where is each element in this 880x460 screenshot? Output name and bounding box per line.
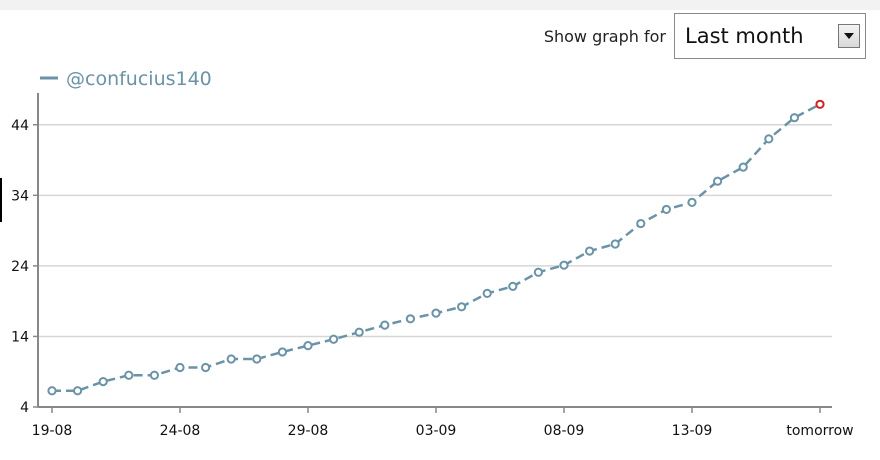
data-point (149, 370, 159, 380)
data-point (610, 239, 620, 249)
y-tick-label: 4 (20, 400, 29, 416)
show-graph-label: Show graph for (543, 26, 666, 46)
graph-period-controls: Show graph for Last month (544, 13, 866, 59)
top-band (0, 0, 880, 10)
y-tick-label: 44 (11, 118, 29, 134)
data-point (661, 204, 672, 215)
data-point (482, 288, 492, 298)
legend: @confucius140 (40, 68, 212, 90)
left-edge-marker (0, 178, 2, 222)
data-point (789, 113, 800, 123)
data-point (124, 370, 134, 380)
data-point (508, 281, 518, 291)
y-tick-label: 14 (11, 329, 29, 345)
x-axis-ticks: 19-08 24-08 29-08 03-09 08-09 13-09 tomorrow (32, 407, 854, 439)
x-tick-label: 24-08 (160, 423, 201, 439)
y-axis-ticks: 4 14 24 34 44 (11, 118, 38, 416)
dropdown-arrow-icon[interactable] (838, 24, 860, 48)
data-point (303, 341, 313, 351)
data-point (713, 176, 723, 186)
series-line (52, 103, 821, 393)
data-point (431, 308, 441, 318)
x-tick-label: 19-08 (32, 423, 73, 439)
data-point (98, 376, 108, 387)
data-point (764, 134, 774, 144)
period-select-value: Last month (685, 24, 804, 48)
data-point (533, 267, 544, 277)
period-select[interactable]: Last month (674, 13, 866, 59)
data-point (252, 354, 262, 364)
data-point (329, 334, 339, 344)
axes (37, 93, 832, 408)
data-point (457, 302, 467, 312)
legend-label: @confucius140 (66, 68, 212, 90)
data-point (354, 327, 364, 337)
data-point (201, 362, 211, 373)
data-point (687, 197, 697, 207)
x-tick-label: tomorrow (786, 423, 853, 439)
data-point (226, 354, 236, 364)
data-point (405, 314, 415, 324)
x-tick-label: 08-09 (544, 423, 585, 439)
data-point (277, 347, 287, 357)
data-point (73, 386, 83, 396)
y-tick-label: 24 (11, 259, 29, 275)
x-tick-label: 13-09 (672, 423, 713, 439)
data-point (738, 162, 748, 172)
x-tick-label: 29-08 (288, 423, 329, 439)
series-confucius140 (47, 99, 825, 396)
y-tick-label: 34 (11, 188, 29, 204)
data-point-latest (815, 99, 825, 109)
data-point (47, 386, 57, 396)
data-point (585, 246, 595, 256)
x-tick-label: 03-09 (416, 423, 457, 439)
data-point (636, 218, 646, 229)
grid-lines (38, 124, 832, 338)
data-point (559, 260, 569, 270)
data-point (380, 320, 390, 330)
data-point (175, 362, 185, 373)
